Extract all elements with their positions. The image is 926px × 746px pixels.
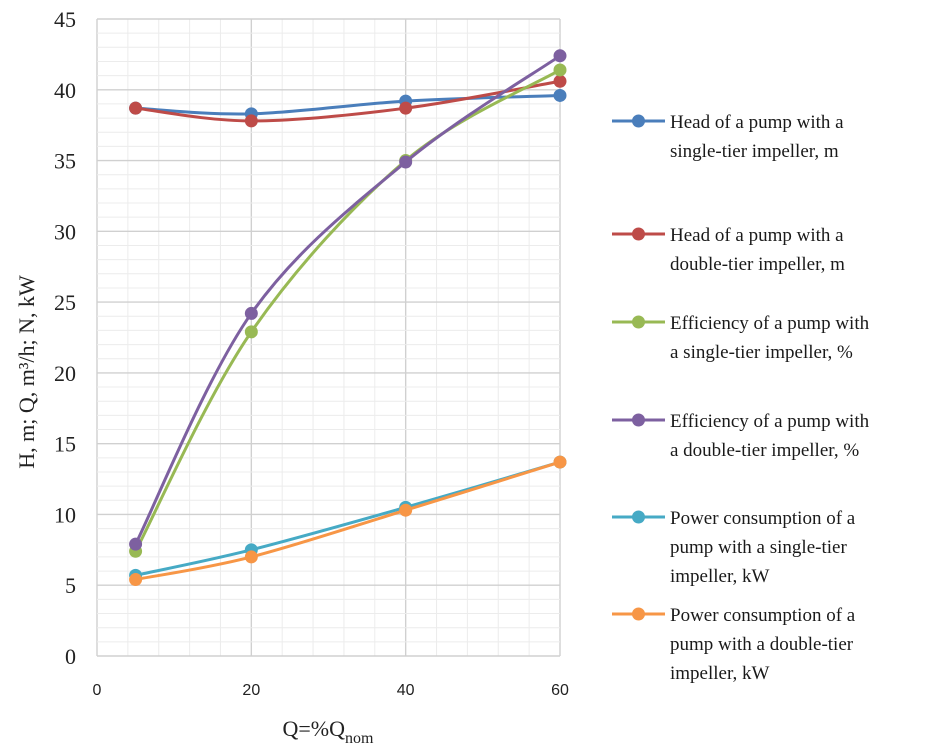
x-tick-label: 0 xyxy=(93,682,102,699)
series-group xyxy=(129,49,567,587)
y-tick-label: 35 xyxy=(54,149,76,174)
data-point xyxy=(129,101,143,115)
data-point xyxy=(553,63,567,77)
data-point xyxy=(399,155,413,169)
grid xyxy=(96,18,561,657)
series-2 xyxy=(129,74,567,128)
legend-marker xyxy=(632,510,645,524)
y-tick-label: 0 xyxy=(65,644,76,669)
legend-label: pump with a double-tier xyxy=(670,634,854,655)
legend-item-6: Power consumption of a pump with a double… xyxy=(612,605,856,684)
series-line xyxy=(134,79,562,123)
series-line xyxy=(134,54,562,546)
x-axis-title: Q=%Qnom xyxy=(283,716,375,746)
x-tick-labels: 0 20 40 60 xyxy=(93,682,569,699)
legend-item-3: Efficiency of a pump with a single-tier i… xyxy=(612,313,870,363)
data-point xyxy=(553,74,567,88)
y-tick-label: 10 xyxy=(54,502,76,527)
series-line xyxy=(134,460,562,582)
y-tick-label: 30 xyxy=(54,219,76,244)
data-point xyxy=(553,49,567,63)
y-tick-labels: 0 5 10 15 20 25 30 35 40 45 xyxy=(54,7,76,669)
series-5 xyxy=(129,455,567,582)
x-tick-label: 40 xyxy=(397,682,415,699)
data-point xyxy=(553,455,567,469)
y-tick-label: 45 xyxy=(54,7,76,32)
legend-label: Head of a pump with a xyxy=(670,225,844,246)
data-point xyxy=(129,537,143,551)
legend-label: Power consumption of a xyxy=(670,605,856,626)
legend-marker xyxy=(632,114,645,128)
x-tick-label: 60 xyxy=(551,682,569,699)
y-tick-label: 25 xyxy=(54,290,76,315)
legend-label: Efficiency of a pump with xyxy=(670,313,870,334)
x-axis-title-main: Q=%Q xyxy=(283,716,346,741)
y-tick-label: 15 xyxy=(54,432,76,457)
legend-label: a single-tier impeller, % xyxy=(670,342,853,363)
legend-label: a double-tier impeller, % xyxy=(670,440,859,461)
legend-label: single-tier impeller, m xyxy=(670,141,839,162)
legend-item-4: Efficiency of a pump with a double-tier i… xyxy=(612,411,870,461)
data-point xyxy=(553,88,567,102)
legend-item-5: Power consumption of a pump with a single… xyxy=(612,508,856,587)
legend-marker xyxy=(632,227,645,241)
legend-label: Power consumption of a xyxy=(670,508,856,529)
legend-item-1: Head of a pump with a single-tier impelle… xyxy=(612,112,844,162)
data-point xyxy=(129,573,143,587)
series-line xyxy=(134,460,562,577)
data-point xyxy=(244,306,258,320)
y-tick-label: 40 xyxy=(54,78,76,103)
legend-label: double-tier impeller, m xyxy=(670,254,845,275)
legend: Head of a pump with a single-tier impelle… xyxy=(612,112,870,684)
legend-marker xyxy=(632,315,645,329)
series-line xyxy=(134,68,562,553)
series-6 xyxy=(129,455,567,587)
y-tick-label: 20 xyxy=(54,361,76,386)
legend-item-2: Head of a pump with a double-tier impelle… xyxy=(612,225,845,275)
x-axis-title-subscript: nom xyxy=(345,730,374,746)
legend-label: impeller, kW xyxy=(670,663,770,684)
legend-label: pump with a single-tier xyxy=(670,537,847,558)
legend-marker xyxy=(632,607,645,621)
data-point xyxy=(244,550,258,564)
data-point xyxy=(399,101,413,115)
legend-marker xyxy=(632,413,645,427)
y-axis-title: H, m; Q, m³/h; N, kW xyxy=(14,275,39,469)
data-point xyxy=(244,114,258,128)
series-3 xyxy=(129,63,567,558)
legend-label: Head of a pump with a xyxy=(670,112,844,133)
data-point xyxy=(399,503,413,517)
legend-label: impeller, kW xyxy=(670,566,770,587)
legend-label: Efficiency of a pump with xyxy=(670,411,870,432)
x-tick-label: 20 xyxy=(242,682,260,699)
series-4 xyxy=(129,49,567,551)
data-point xyxy=(244,325,258,339)
y-tick-label: 5 xyxy=(65,573,76,598)
